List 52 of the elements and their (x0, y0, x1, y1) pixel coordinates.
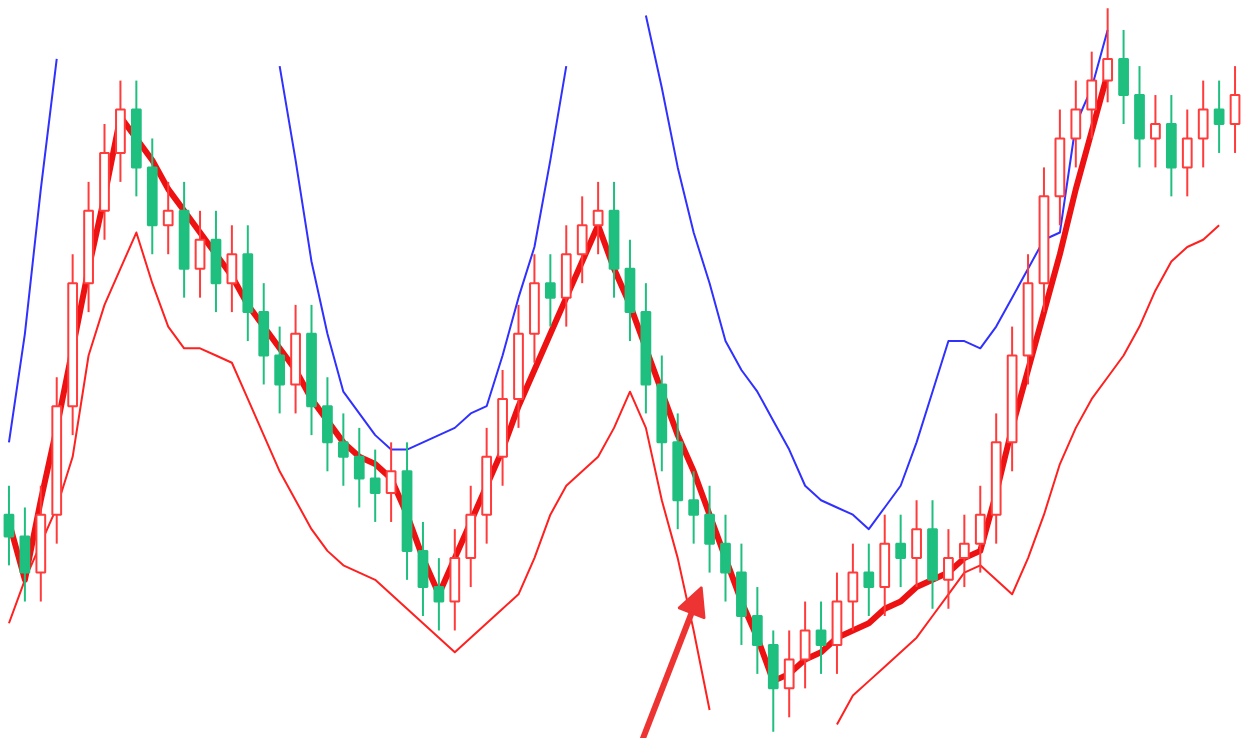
candlestick (337, 412, 349, 487)
candlestick (353, 426, 365, 509)
candlestick (19, 506, 31, 603)
candlestick (1150, 94, 1161, 169)
candlestick (911, 499, 922, 589)
candlestick (3, 484, 15, 567)
candlestick (720, 513, 731, 603)
candlestick (767, 629, 779, 733)
candlestick (624, 238, 636, 343)
candlestick (847, 542, 859, 632)
candlestick (815, 600, 827, 675)
candlestick (1070, 79, 1082, 169)
candlestick (688, 470, 700, 545)
candlestick (1086, 50, 1098, 140)
candlestick (1197, 79, 1209, 169)
candlestick (863, 542, 875, 617)
candlestick (560, 224, 572, 328)
candlestick (210, 209, 222, 314)
candlestick (226, 224, 238, 314)
candlestick (417, 520, 429, 617)
candlestick (958, 513, 970, 589)
candlestick (385, 441, 397, 523)
candlestick (544, 253, 556, 328)
candlestick (162, 180, 174, 256)
candlestick (799, 600, 811, 690)
candlestick (1102, 7, 1114, 104)
candlestick (1134, 65, 1145, 169)
candlestick (1118, 28, 1129, 125)
candlestick (879, 513, 891, 617)
candlestick (1213, 79, 1225, 154)
candlestick (736, 542, 747, 646)
candlestick (465, 484, 477, 589)
candlestick (943, 528, 954, 610)
candlestick (1229, 65, 1241, 154)
candlestick (576, 195, 588, 285)
candlestick (433, 557, 445, 632)
candlestick (831, 571, 843, 675)
candlestick (751, 586, 763, 675)
candlestick (274, 325, 286, 415)
candlestick (1181, 108, 1193, 198)
candlestick (895, 513, 907, 589)
candlestick (783, 629, 795, 719)
candlestick (704, 484, 715, 574)
candlestick (592, 180, 604, 256)
candlestick (115, 79, 126, 183)
candlestick (322, 376, 333, 473)
candlestick (258, 282, 270, 386)
candlestick (194, 209, 206, 299)
candlestick (369, 448, 381, 523)
candlestick (449, 528, 461, 632)
candlestick (974, 484, 986, 574)
candlestick (1165, 94, 1177, 198)
